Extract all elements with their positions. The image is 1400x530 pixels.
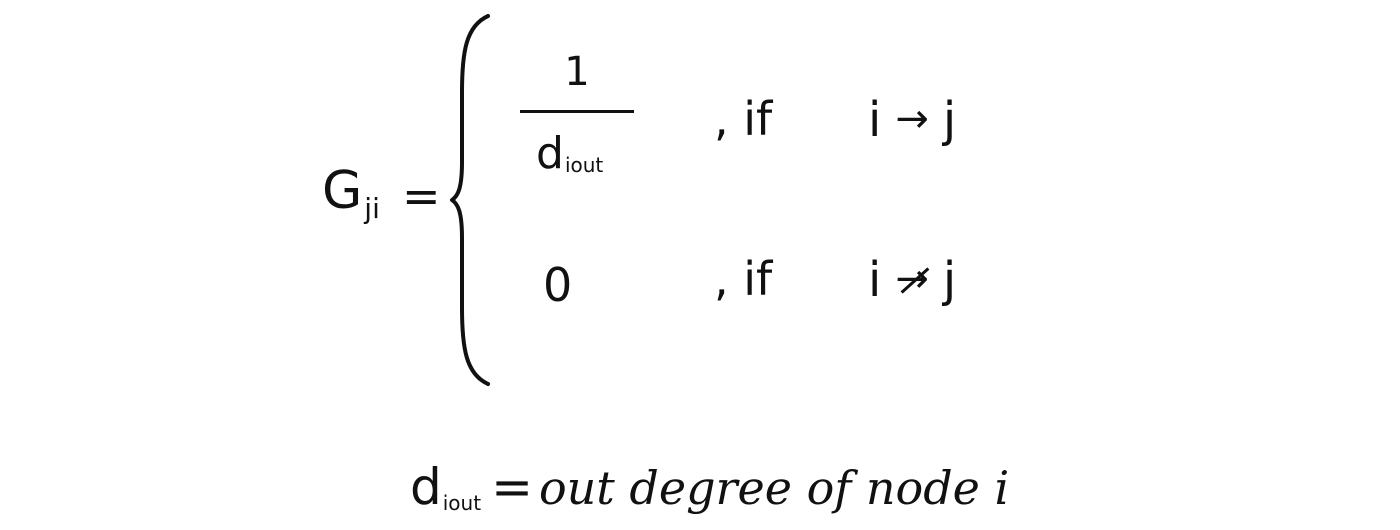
relation-left-var: i [868,92,882,148]
relation-right-var: j [942,252,957,308]
matrix-subscript: ji [364,192,380,225]
edge-arrow-icon: → [895,96,929,142]
fraction-denominator: diout [536,132,603,176]
case-1-fraction: 1 diout [520,52,634,182]
out-degree-definition: diout = out degree of node i [410,462,1009,513]
case-1-relation: i → j [868,96,956,144]
case-2-condition-word: , if [714,252,773,306]
case-1-condition-word: , if [714,92,773,146]
definition-text: out degree of node i [538,461,1010,515]
degree-subscript: iout [564,153,604,177]
equals-sign: = [402,169,441,223]
degree-symbol: d [536,128,564,179]
relation-right-var: j [942,92,957,148]
no-edge-arrow-icon: → [895,256,929,302]
case-2-value: 0 [543,258,573,312]
definition-subscript: iout [442,491,482,515]
definition-symbol: d [410,458,442,516]
matrix-symbol: G [322,161,363,221]
matrix-entry: Gji [322,165,380,223]
definition-equals: = [491,458,533,516]
relation-left-var: i [868,252,882,308]
fraction-bar [520,110,634,113]
fraction-numerator: 1 [564,49,590,95]
case-2-relation: i → j [868,256,956,304]
left-curly-brace [450,14,490,386]
